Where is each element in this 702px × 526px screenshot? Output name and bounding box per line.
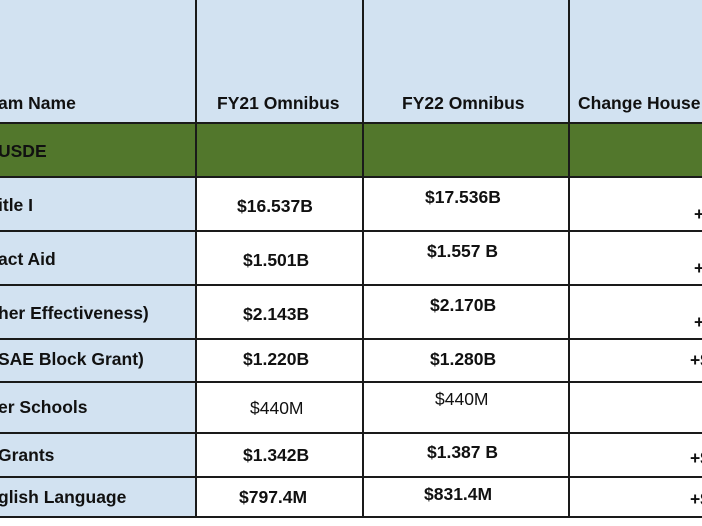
agency-row-fy22 — [364, 124, 570, 178]
row-1-fy21: $16.537B — [197, 178, 364, 232]
row-7-change: +$ — [570, 478, 702, 518]
header-fy22: FY22 Omnibus — [402, 93, 525, 113]
row-3-fy22: $2.170B — [364, 286, 570, 340]
row-2-change: + — [570, 232, 702, 286]
row-2-name: act Aid — [0, 232, 197, 286]
agency-label: USDE — [0, 141, 47, 161]
row-1-change: + — [570, 178, 702, 232]
header-cell-fy22: FY22 Omnibus — [364, 0, 570, 124]
row-4-fy21: $1.220B — [197, 340, 364, 383]
row-3-change: + — [570, 286, 702, 340]
agency-row-label: USDE — [0, 124, 197, 178]
agency-row-fy21 — [197, 124, 364, 178]
row-6-fy22: $1.387 B — [364, 434, 570, 478]
header-cell-program: am Name — [0, 0, 197, 124]
header-fy21: FY21 Omnibus — [217, 93, 340, 113]
row-3-fy21: $2.143B — [197, 286, 364, 340]
header-program-name: am Name — [0, 93, 76, 113]
row-5-name: er Schools — [0, 383, 197, 434]
header-change-house: Change House — [578, 93, 701, 113]
agency-row-change — [570, 124, 702, 178]
row-2-fy21: $1.501B — [197, 232, 364, 286]
row-4-fy22: $1.280B — [364, 340, 570, 383]
row-1-name: itle I — [0, 178, 197, 232]
row-5-fy22: $440M — [364, 383, 570, 434]
row-7-name: glish Language — [0, 478, 197, 518]
row-6-name: Grants — [0, 434, 197, 478]
row-6-change: +$ — [570, 434, 702, 478]
row-2-fy22: $1.557 B — [364, 232, 570, 286]
row-3-name: her Effectiveness) — [0, 286, 197, 340]
row-4-name: SAE Block Grant) — [0, 340, 197, 383]
row-4-change: +$ — [570, 340, 702, 383]
row-7-fy22: $831.4M — [364, 478, 570, 518]
header-cell-change: Change House — [570, 0, 702, 124]
row-5-fy21: $440M — [197, 383, 364, 434]
header-cell-fy21: FY21 Omnibus — [197, 0, 364, 124]
row-7-fy21: $797.4M — [197, 478, 364, 518]
row-1-fy22: $17.536B — [364, 178, 570, 232]
row-6-fy21: $1.342B — [197, 434, 364, 478]
row-5-change — [570, 383, 702, 434]
